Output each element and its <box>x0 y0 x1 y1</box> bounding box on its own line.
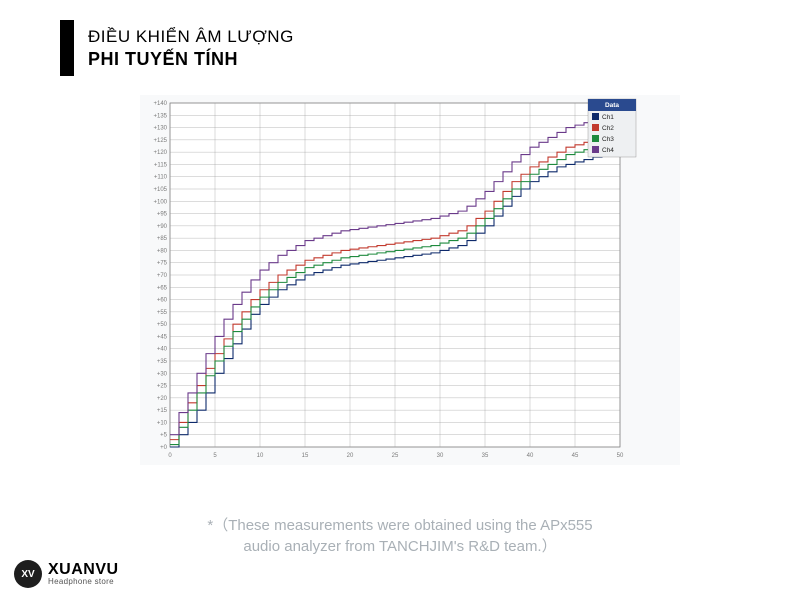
svg-text:+20: +20 <box>157 396 168 402</box>
svg-text:+10: +10 <box>157 420 168 426</box>
title-text: ĐIỀU KHIỂN ÂM LƯỢNG PHI TUYẾN TÍNH <box>88 20 294 76</box>
svg-text:+45: +45 <box>157 334 168 340</box>
svg-text:+25: +25 <box>157 384 168 390</box>
footnote-line2: audio analyzer from TANCHJIM's R&D team.… <box>243 538 556 555</box>
brand-name: XUANVU <box>48 562 119 578</box>
svg-text:+5: +5 <box>160 433 168 439</box>
svg-text:+110: +110 <box>154 175 168 181</box>
svg-text:Ch4: Ch4 <box>602 147 614 154</box>
brand-text: XUANVU Headphone store <box>48 562 119 586</box>
svg-text:+40: +40 <box>157 347 168 353</box>
svg-text:+90: +90 <box>157 224 168 230</box>
svg-text:+35: +35 <box>157 359 168 365</box>
svg-text:+120: +120 <box>153 150 167 156</box>
footnote: *（These measurements were obtained using… <box>0 515 800 559</box>
svg-text:+30: +30 <box>157 371 168 377</box>
svg-text:Ch3: Ch3 <box>602 136 614 143</box>
svg-text:Ch2: Ch2 <box>602 125 614 132</box>
svg-text:+115: +115 <box>154 162 168 168</box>
volume-chart: +0 +5 +10 +15 +20 +25 +30 +35 +40 +45 +50 +55 +60 +65… <box>140 95 680 465</box>
svg-text:35: 35 <box>482 453 489 459</box>
brand-block: XV XUANVU Headphone store <box>14 560 119 588</box>
title-accent-bar <box>60 20 74 76</box>
svg-text:+60: +60 <box>157 298 168 304</box>
chart-svg: +0 +5 +10 +15 +20 +25 +30 +35 +40 +45 +50 +55 +60 +65… <box>140 95 680 465</box>
svg-text:+125: +125 <box>153 138 167 144</box>
svg-text:50: 50 <box>617 453 624 459</box>
svg-text:Ch1: Ch1 <box>602 114 614 121</box>
brand-logo-icon: XV <box>14 560 42 588</box>
svg-text:+85: +85 <box>157 236 168 242</box>
svg-text:30: 30 <box>437 453 444 459</box>
svg-text:+70: +70 <box>157 273 168 279</box>
svg-text:+95: +95 <box>157 212 168 218</box>
svg-text:20: 20 <box>347 453 354 459</box>
title-block: ĐIỀU KHIỂN ÂM LƯỢNG PHI TUYẾN TÍNH <box>60 20 294 76</box>
svg-text:15: 15 <box>302 453 309 459</box>
svg-text:40: 40 <box>527 453 534 459</box>
svg-text:+15: +15 <box>157 408 168 414</box>
svg-text:Data: Data <box>605 102 619 109</box>
svg-text:10: 10 <box>257 453 264 459</box>
brand-sub: Headphone store <box>48 578 119 586</box>
svg-text:45: 45 <box>572 453 579 459</box>
svg-text:+80: +80 <box>157 248 168 254</box>
svg-text:+65: +65 <box>157 285 168 291</box>
svg-text:+135: +135 <box>153 113 167 119</box>
svg-text:+140: +140 <box>153 101 167 107</box>
svg-text:+75: +75 <box>157 261 168 267</box>
svg-text:+0: +0 <box>160 445 168 451</box>
svg-text:25: 25 <box>392 453 399 459</box>
title-line2: PHI TUYẾN TÍNH <box>88 49 294 70</box>
svg-text:+55: +55 <box>157 310 168 316</box>
svg-text:+50: +50 <box>157 322 168 328</box>
svg-text:+100: +100 <box>153 199 167 205</box>
svg-text:+105: +105 <box>153 187 167 193</box>
footnote-line1: *（These measurements were obtained using… <box>207 517 592 534</box>
svg-text:+130: +130 <box>153 126 167 132</box>
title-line1: ĐIỀU KHIỂN ÂM LƯỢNG <box>88 27 294 47</box>
